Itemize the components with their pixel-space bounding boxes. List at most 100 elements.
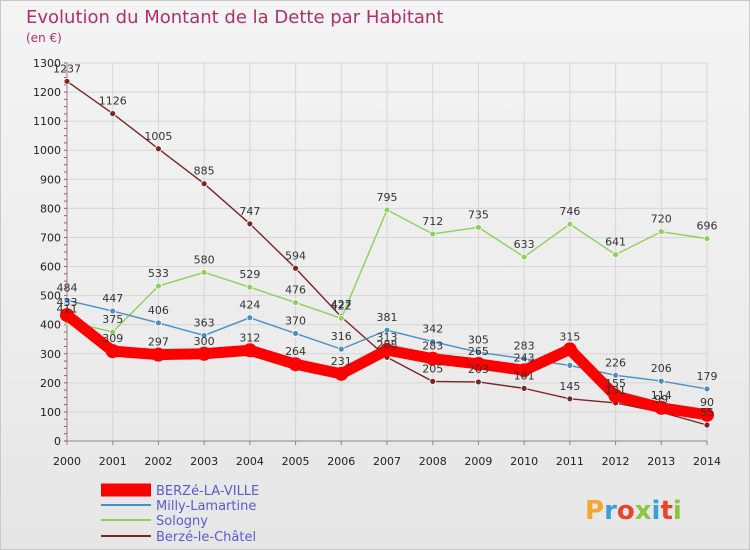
data-point <box>566 361 574 369</box>
data-label: 720 <box>651 213 672 226</box>
logo-letter: P <box>585 496 604 526</box>
data-point <box>429 230 437 238</box>
chart-title: Evolution du Montant de la Dette par Hab… <box>26 7 443 28</box>
data-point <box>63 296 71 304</box>
data-point <box>380 342 394 357</box>
data-point <box>383 326 391 334</box>
logo-letter: i <box>673 496 682 526</box>
data-label: 885 <box>194 165 215 178</box>
data-label: 181 <box>514 369 535 382</box>
x-tick-label: 2013 <box>647 455 675 468</box>
data-label: 300 <box>194 335 215 348</box>
y-tick-label: 700 <box>40 231 61 244</box>
data-point <box>612 371 619 379</box>
y-tick-label: 500 <box>40 290 61 303</box>
data-label: 288 <box>377 338 398 351</box>
data-label: 155 <box>605 377 626 390</box>
data-label: 313 <box>377 331 398 344</box>
data-point <box>562 342 577 357</box>
data-label: 411 <box>57 302 78 315</box>
data-label: 447 <box>102 292 123 305</box>
chart-subtitle: (en €) <box>26 31 62 45</box>
data-point <box>105 344 120 359</box>
data-point <box>520 355 528 363</box>
x-tick-label: 2003 <box>190 455 218 468</box>
data-label: 533 <box>148 267 169 280</box>
logo-letter: t <box>660 496 672 526</box>
data-label: 433 <box>57 296 78 309</box>
axes: 0 100 200 300 400 500 600 700 800 900 1000 1100 1200… <box>33 57 721 468</box>
data-label: 131 <box>605 384 626 397</box>
data-label: 735 <box>468 208 489 221</box>
data-label: 1237 <box>53 62 81 75</box>
series-1 <box>63 296 711 393</box>
data-point <box>155 282 162 290</box>
data-label: 712 <box>422 215 443 228</box>
data-point <box>608 388 623 403</box>
data-point <box>151 347 166 362</box>
data-label: 231 <box>331 355 352 368</box>
data-point <box>197 346 212 361</box>
legend: BERZé-LA-VILLEMilly-LamartineSolognyBerz… <box>101 483 259 545</box>
data-point <box>109 110 117 117</box>
data-point <box>429 338 437 345</box>
data-label: 427 <box>331 298 352 311</box>
data-label: 114 <box>651 389 672 402</box>
logo-text: Proxiti <box>585 496 682 526</box>
data-point <box>155 319 162 327</box>
data-point <box>200 332 208 339</box>
data-point <box>109 307 117 315</box>
data-point <box>246 283 254 291</box>
series-0 <box>60 308 714 422</box>
x-tick-label: 2004 <box>236 455 264 468</box>
data-label: 747 <box>239 205 260 218</box>
data-point <box>475 223 482 231</box>
data-point <box>155 145 162 153</box>
y-tick-label: 1200 <box>33 86 61 99</box>
legend-item: BERZé-LA-VILLE <box>101 483 259 499</box>
legend-item: Milly-Lamartine <box>101 499 256 514</box>
data-label: 316 <box>331 330 352 343</box>
y-tick-label: 1100 <box>33 115 61 128</box>
x-tick-label: 2014 <box>693 455 721 468</box>
data-label: 315 <box>559 330 580 343</box>
data-point <box>654 400 669 415</box>
data-label: 594 <box>285 249 306 262</box>
data-label: 795 <box>377 191 398 204</box>
x-tick-label: 2008 <box>419 455 447 468</box>
data-label: 375 <box>102 313 123 326</box>
x-tick-label: 2000 <box>53 455 81 468</box>
legend-item: Berzé-le-Châtel <box>101 530 256 545</box>
data-point <box>383 206 391 214</box>
data-label: 283 <box>422 340 443 353</box>
data-label: 203 <box>468 363 489 376</box>
y-tick-label: 100 <box>40 406 61 419</box>
y-tick-label: 0 <box>54 435 61 448</box>
data-label: 312 <box>239 331 260 344</box>
data-label: 363 <box>194 316 215 329</box>
data-label: 265 <box>468 345 489 358</box>
data-label: 641 <box>605 236 626 249</box>
data-point <box>657 377 665 385</box>
logo-letter: o <box>617 496 635 526</box>
data-label: 580 <box>194 253 215 266</box>
data-point <box>566 220 574 228</box>
data-point <box>703 385 711 393</box>
data-label: 179 <box>697 370 718 383</box>
data-label: 305 <box>468 333 489 346</box>
data-label: 370 <box>285 314 306 327</box>
data-point <box>657 228 665 236</box>
data-point <box>612 251 619 259</box>
x-tick-label: 2010 <box>510 455 538 468</box>
data-point <box>60 308 74 323</box>
legend-label: Milly-Lamartine <box>156 499 256 514</box>
data-point <box>242 343 257 358</box>
data-point <box>288 357 303 372</box>
data-label: 205 <box>422 362 443 375</box>
data-label: 342 <box>422 323 443 336</box>
series-2 <box>63 206 711 336</box>
data-point <box>471 356 486 371</box>
data-point <box>334 366 349 381</box>
data-point <box>246 314 254 322</box>
